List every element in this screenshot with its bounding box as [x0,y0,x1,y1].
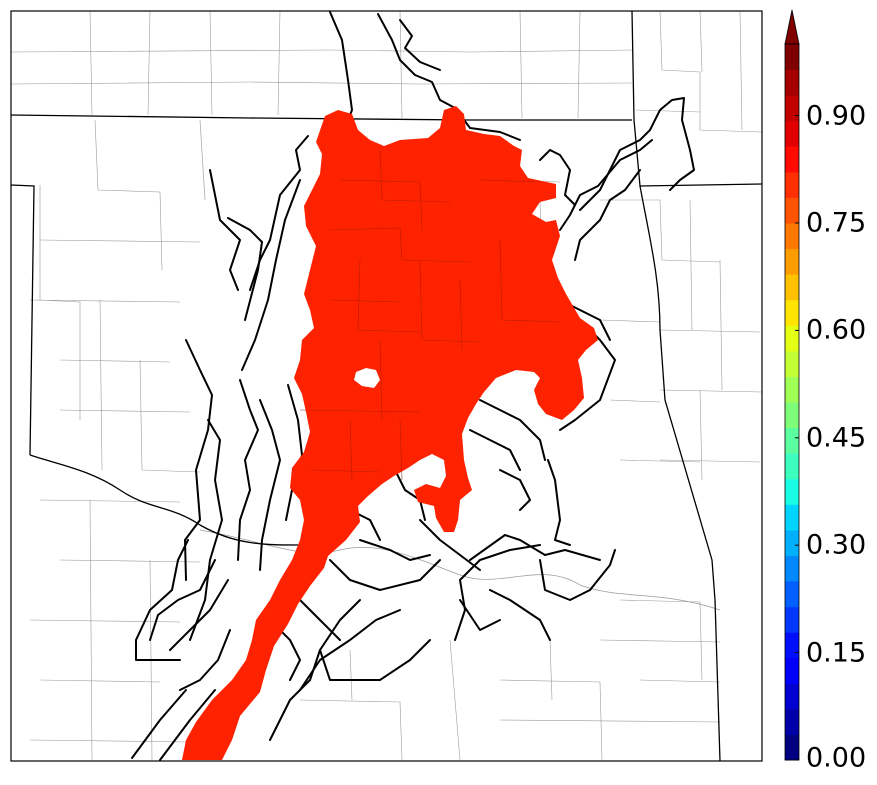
colorbar-segment [785,581,799,608]
colorbar-tick-label: 0.45 [806,422,867,454]
colorbar-segment [785,197,799,224]
colorbar-segment [785,734,799,761]
colorbar-segment [785,171,799,198]
colorbar-segment [785,69,799,96]
colorbar-segment [785,402,799,429]
colorbar-segment [785,683,799,710]
probability-region [182,106,598,760]
colorbar-segment [785,708,799,735]
colorbar-tick-label: 0.90 [806,100,867,132]
colorbar-segment [785,146,799,173]
colorbar-segment [785,299,799,326]
colorbar-tick-label: 0.15 [806,637,867,669]
ensemble-outlines [131,11,695,761]
colorbar-tick-label: 0.30 [806,529,867,561]
colorbar-segment [785,555,799,582]
county-boundaries-overlay [299,149,561,481]
colorbar-segment [785,657,799,684]
colorbar-segment [785,120,799,147]
colorbar-outline [784,43,800,761]
colorbar-segment [785,606,799,633]
colorbar-segment [785,223,799,250]
colorbar-segment [785,248,799,275]
colorbar-segment [785,376,799,403]
colorbar-tick-label: 0.60 [806,314,867,346]
colorbar-segment [785,478,799,505]
colorbar-segment [785,632,799,659]
colorbar-segment [785,427,799,454]
county-boundaries [11,11,762,761]
colorbar-segment [785,350,799,377]
colorbar-extend-arrow [784,9,800,45]
map-frame [10,10,763,762]
colorbar [784,9,800,761]
colorbar-segment [785,453,799,480]
colorbar-tick-label: 0.00 [806,742,867,774]
colorbar-segment [785,274,799,301]
colorbar-segment [785,95,799,122]
colorbar-segment [785,504,799,531]
colorbar-segment [785,325,799,352]
colorbar-segment [785,44,799,71]
colorbar-tick-label: 0.75 [806,207,867,239]
colorbar-segment [785,529,799,556]
